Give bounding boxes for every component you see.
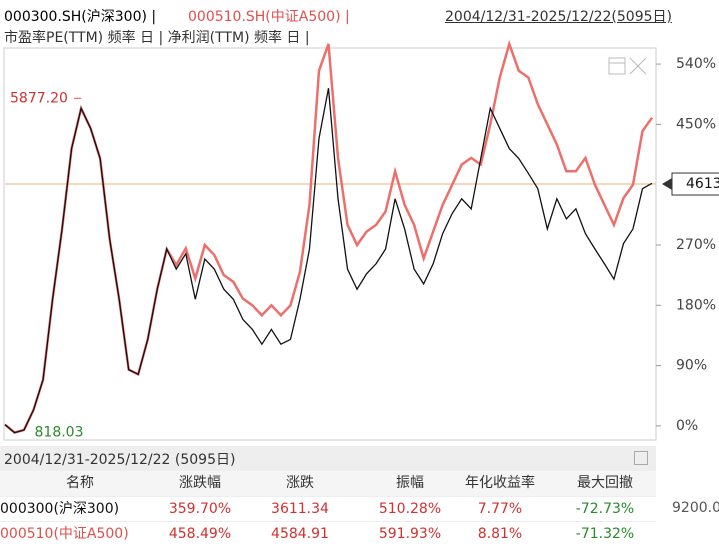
y-tick-label: 90%: [676, 358, 707, 374]
window-icon[interactable]: [608, 57, 626, 75]
y-tick-label: 180%: [676, 297, 716, 313]
row-name: 000510(中证A500): [0, 526, 129, 542]
table-close[interactable]: [634, 451, 648, 465]
column-header: 名称: [66, 475, 94, 491]
cell-value: 510.28%: [378, 501, 442, 517]
column-header: 涨跌幅: [179, 475, 221, 491]
row-name: 000300(沪深300): [0, 501, 120, 517]
cell-value: 8.81%: [477, 526, 523, 542]
table-period-bar: 2004/12/31-2025/12/22 (5095日): [0, 446, 656, 471]
column-header: 最大回撤: [577, 475, 633, 491]
cell-value: 591.93%: [378, 526, 442, 542]
date-range[interactable]: 2004/12/31-2025/12/22(5095日): [445, 9, 672, 25]
title-a: 000300.SH(沪深300) |: [4, 9, 157, 25]
column-header: 年化收益率: [465, 475, 535, 491]
table-row: 000510(中证A500) 458.49% 4584.91 591.93% 8.81%…: [0, 521, 656, 547]
y-tick-label: 450%: [676, 116, 716, 132]
close-icon[interactable]: [629, 57, 647, 75]
side-label: 9200.0: [672, 500, 719, 516]
cell-value: 4584.91: [271, 526, 329, 542]
cell-value: 7.77%: [477, 501, 523, 517]
chart: 0% 90% 180% 270% 450% 540% 4613 5877.20 818.03: [3, 39, 719, 441]
table-header: 名称 涨跌幅 涨跌 振幅 年化收益率 最大回撤: [0, 471, 656, 496]
reference-arrow: [662, 178, 672, 191]
cell-value: -71.32%: [575, 526, 635, 542]
y-tick-label: 270%: [676, 237, 716, 253]
column-header: 涨跌: [286, 475, 314, 491]
y-tick-label: 540%: [676, 56, 716, 72]
cell-value: 359.70%: [168, 501, 232, 517]
annotation: 818.03: [35, 425, 84, 441]
series-line: [4, 39, 654, 435]
cell-value: 3611.34: [271, 501, 329, 517]
table-row: 000300(沪深300) 359.70% 3611.34 510.28% 7.77% -…: [0, 496, 656, 522]
subtitle: 市盈率PE(TTM) 频率 日 | 净利润(TTM) 频率 日 |: [4, 30, 310, 46]
title-b: 000510.SH(中证A500) |: [188, 9, 350, 25]
column-header: 振幅: [396, 475, 424, 491]
reference-label: 4613: [686, 176, 719, 192]
cell-value: -72.73%: [575, 501, 635, 517]
table-period: 2004/12/31-2025/12/22 (5095日): [4, 452, 236, 468]
cell-value: 458.49%: [168, 526, 232, 542]
y-tick-label: 0%: [676, 418, 698, 434]
series-line: [4, 88, 653, 434]
annotation: 5877.20: [10, 90, 68, 106]
